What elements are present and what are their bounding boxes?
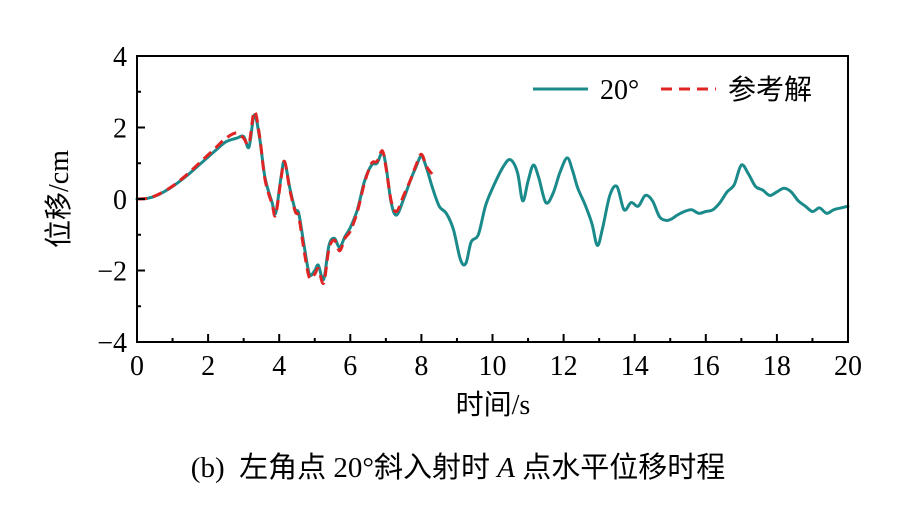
x-tick-label: 14 xyxy=(621,351,649,382)
x-tick-label: 16 xyxy=(692,351,720,382)
x-tick-labels: 0 2 4 6 8 10 12 14 16 18 20 xyxy=(130,351,862,382)
series-line-reference xyxy=(136,109,434,285)
series-layer xyxy=(135,109,850,285)
y-tick-label: −2 xyxy=(97,257,127,288)
x-tick-label: 20 xyxy=(834,351,862,382)
x-tick-label: 8 xyxy=(414,351,428,382)
x-axis-label: 时间/s xyxy=(456,389,531,421)
legend-label-20deg: 20° xyxy=(600,75,639,106)
y-tick-labels: −4 −2 0 2 4 xyxy=(97,42,127,359)
legend-label-reference: 参考解 xyxy=(728,74,812,106)
y-axis-label: 位移/cm xyxy=(43,150,75,248)
y-tick-label: 0 xyxy=(113,185,127,216)
x-tick-label: 12 xyxy=(550,351,578,382)
x-tick-label: 0 xyxy=(130,351,144,382)
caption-suffix: 点水平位移时程 xyxy=(514,452,726,484)
figure-caption: (b) 左角点 20°斜入射时 A 点水平位移时程 xyxy=(0,448,916,488)
x-tick-label: 18 xyxy=(763,351,791,382)
series-line-20deg xyxy=(135,113,850,282)
x-tick-label: 4 xyxy=(272,351,286,382)
y-tick-label: 4 xyxy=(113,42,127,73)
caption-point-label: A xyxy=(497,452,515,484)
y-tick-label: −4 xyxy=(97,328,127,359)
x-tick-label: 10 xyxy=(479,351,507,382)
x-tick-label: 6 xyxy=(343,351,357,382)
caption-prefix: (b) 左角点 20°斜入射时 xyxy=(190,452,498,484)
legend: 20° 参考解 xyxy=(533,74,812,106)
ticks-layer xyxy=(136,55,849,343)
x-tick-label: 2 xyxy=(201,351,215,382)
y-tick-label: 2 xyxy=(113,114,127,145)
